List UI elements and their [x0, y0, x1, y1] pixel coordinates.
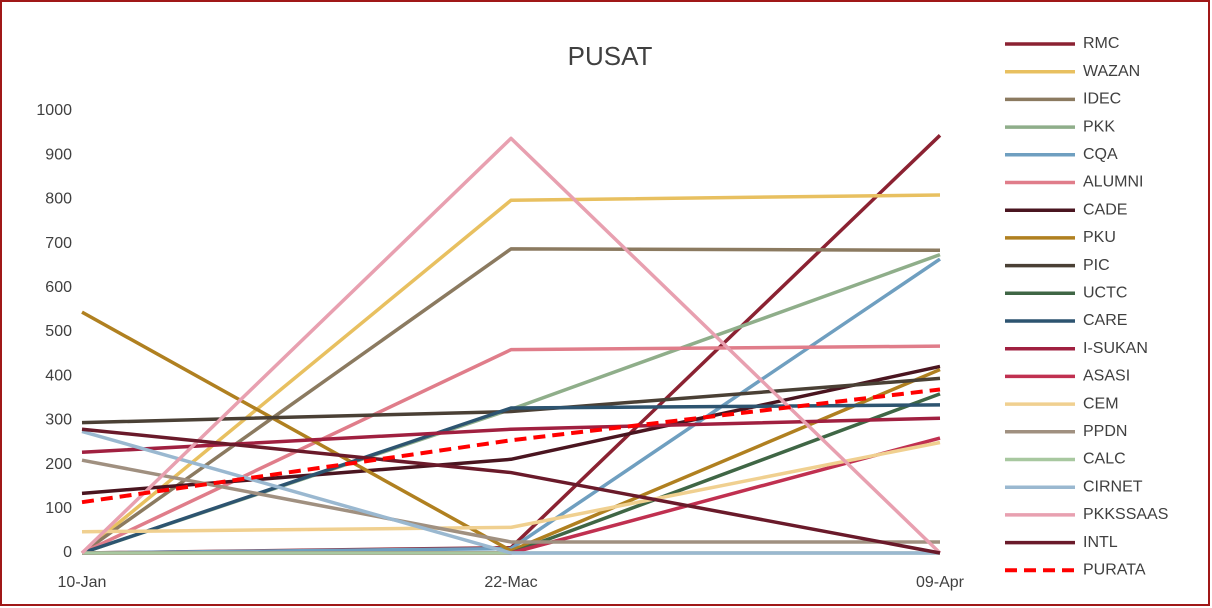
legend-label: CARE	[1083, 312, 1127, 329]
x-tick-label: 09-Apr	[916, 574, 965, 591]
series-line	[81, 440, 941, 534]
y-tick-label: 700	[45, 235, 72, 252]
legend-label: UCTC	[1083, 285, 1127, 302]
y-tick-label: 200	[45, 456, 72, 473]
legend-label: CEM	[1083, 395, 1119, 412]
chart-title: PUSAT	[568, 41, 653, 71]
series-line	[81, 387, 941, 505]
series-line	[80, 136, 942, 555]
legend-label: I-SUKAN	[1083, 340, 1148, 357]
series-line	[81, 427, 941, 555]
y-tick-label: 600	[45, 279, 72, 296]
series-line	[81, 310, 941, 553]
y-tick-label: 500	[45, 323, 72, 340]
x-tick-label: 22-Mac	[484, 574, 537, 591]
y-tick-label: 300	[45, 412, 72, 429]
y-tick-label: 0	[63, 544, 72, 561]
y-tick-label: 900	[45, 146, 72, 163]
series-line	[81, 458, 940, 544]
y-tick-label: 1000	[36, 102, 72, 119]
legend-label: INTL	[1083, 534, 1118, 551]
series-line	[80, 193, 941, 555]
legend-label: PPDN	[1083, 423, 1127, 440]
series-line	[81, 344, 941, 555]
legend-label: ALUMNI	[1083, 174, 1143, 191]
y-tick-label: 100	[45, 500, 72, 517]
legend-label: CALC	[1083, 451, 1126, 468]
legend-label: CIRNET	[1083, 478, 1143, 495]
legend-label: RMC	[1083, 35, 1119, 52]
y-tick-label: 400	[45, 367, 72, 384]
legend-label: PKK	[1083, 118, 1115, 135]
legend-label: PKKSSAAS	[1083, 506, 1168, 523]
legend-label: PURATA	[1083, 562, 1146, 579]
series-line	[80, 247, 941, 555]
series-line	[81, 403, 941, 555]
series-line	[81, 429, 940, 555]
x-tick-label: 10-Jan	[58, 574, 107, 591]
legend-label: WAZAN	[1083, 63, 1140, 80]
legend-label: PIC	[1083, 257, 1110, 274]
legend-label: CQA	[1083, 146, 1118, 163]
series-line	[81, 376, 941, 425]
y-tick-label: 800	[45, 191, 72, 208]
legend-label: PKU	[1083, 229, 1116, 246]
legend-label: ASASI	[1083, 368, 1130, 385]
legend-label: IDEC	[1083, 91, 1121, 108]
legend-label: CADE	[1083, 201, 1127, 218]
